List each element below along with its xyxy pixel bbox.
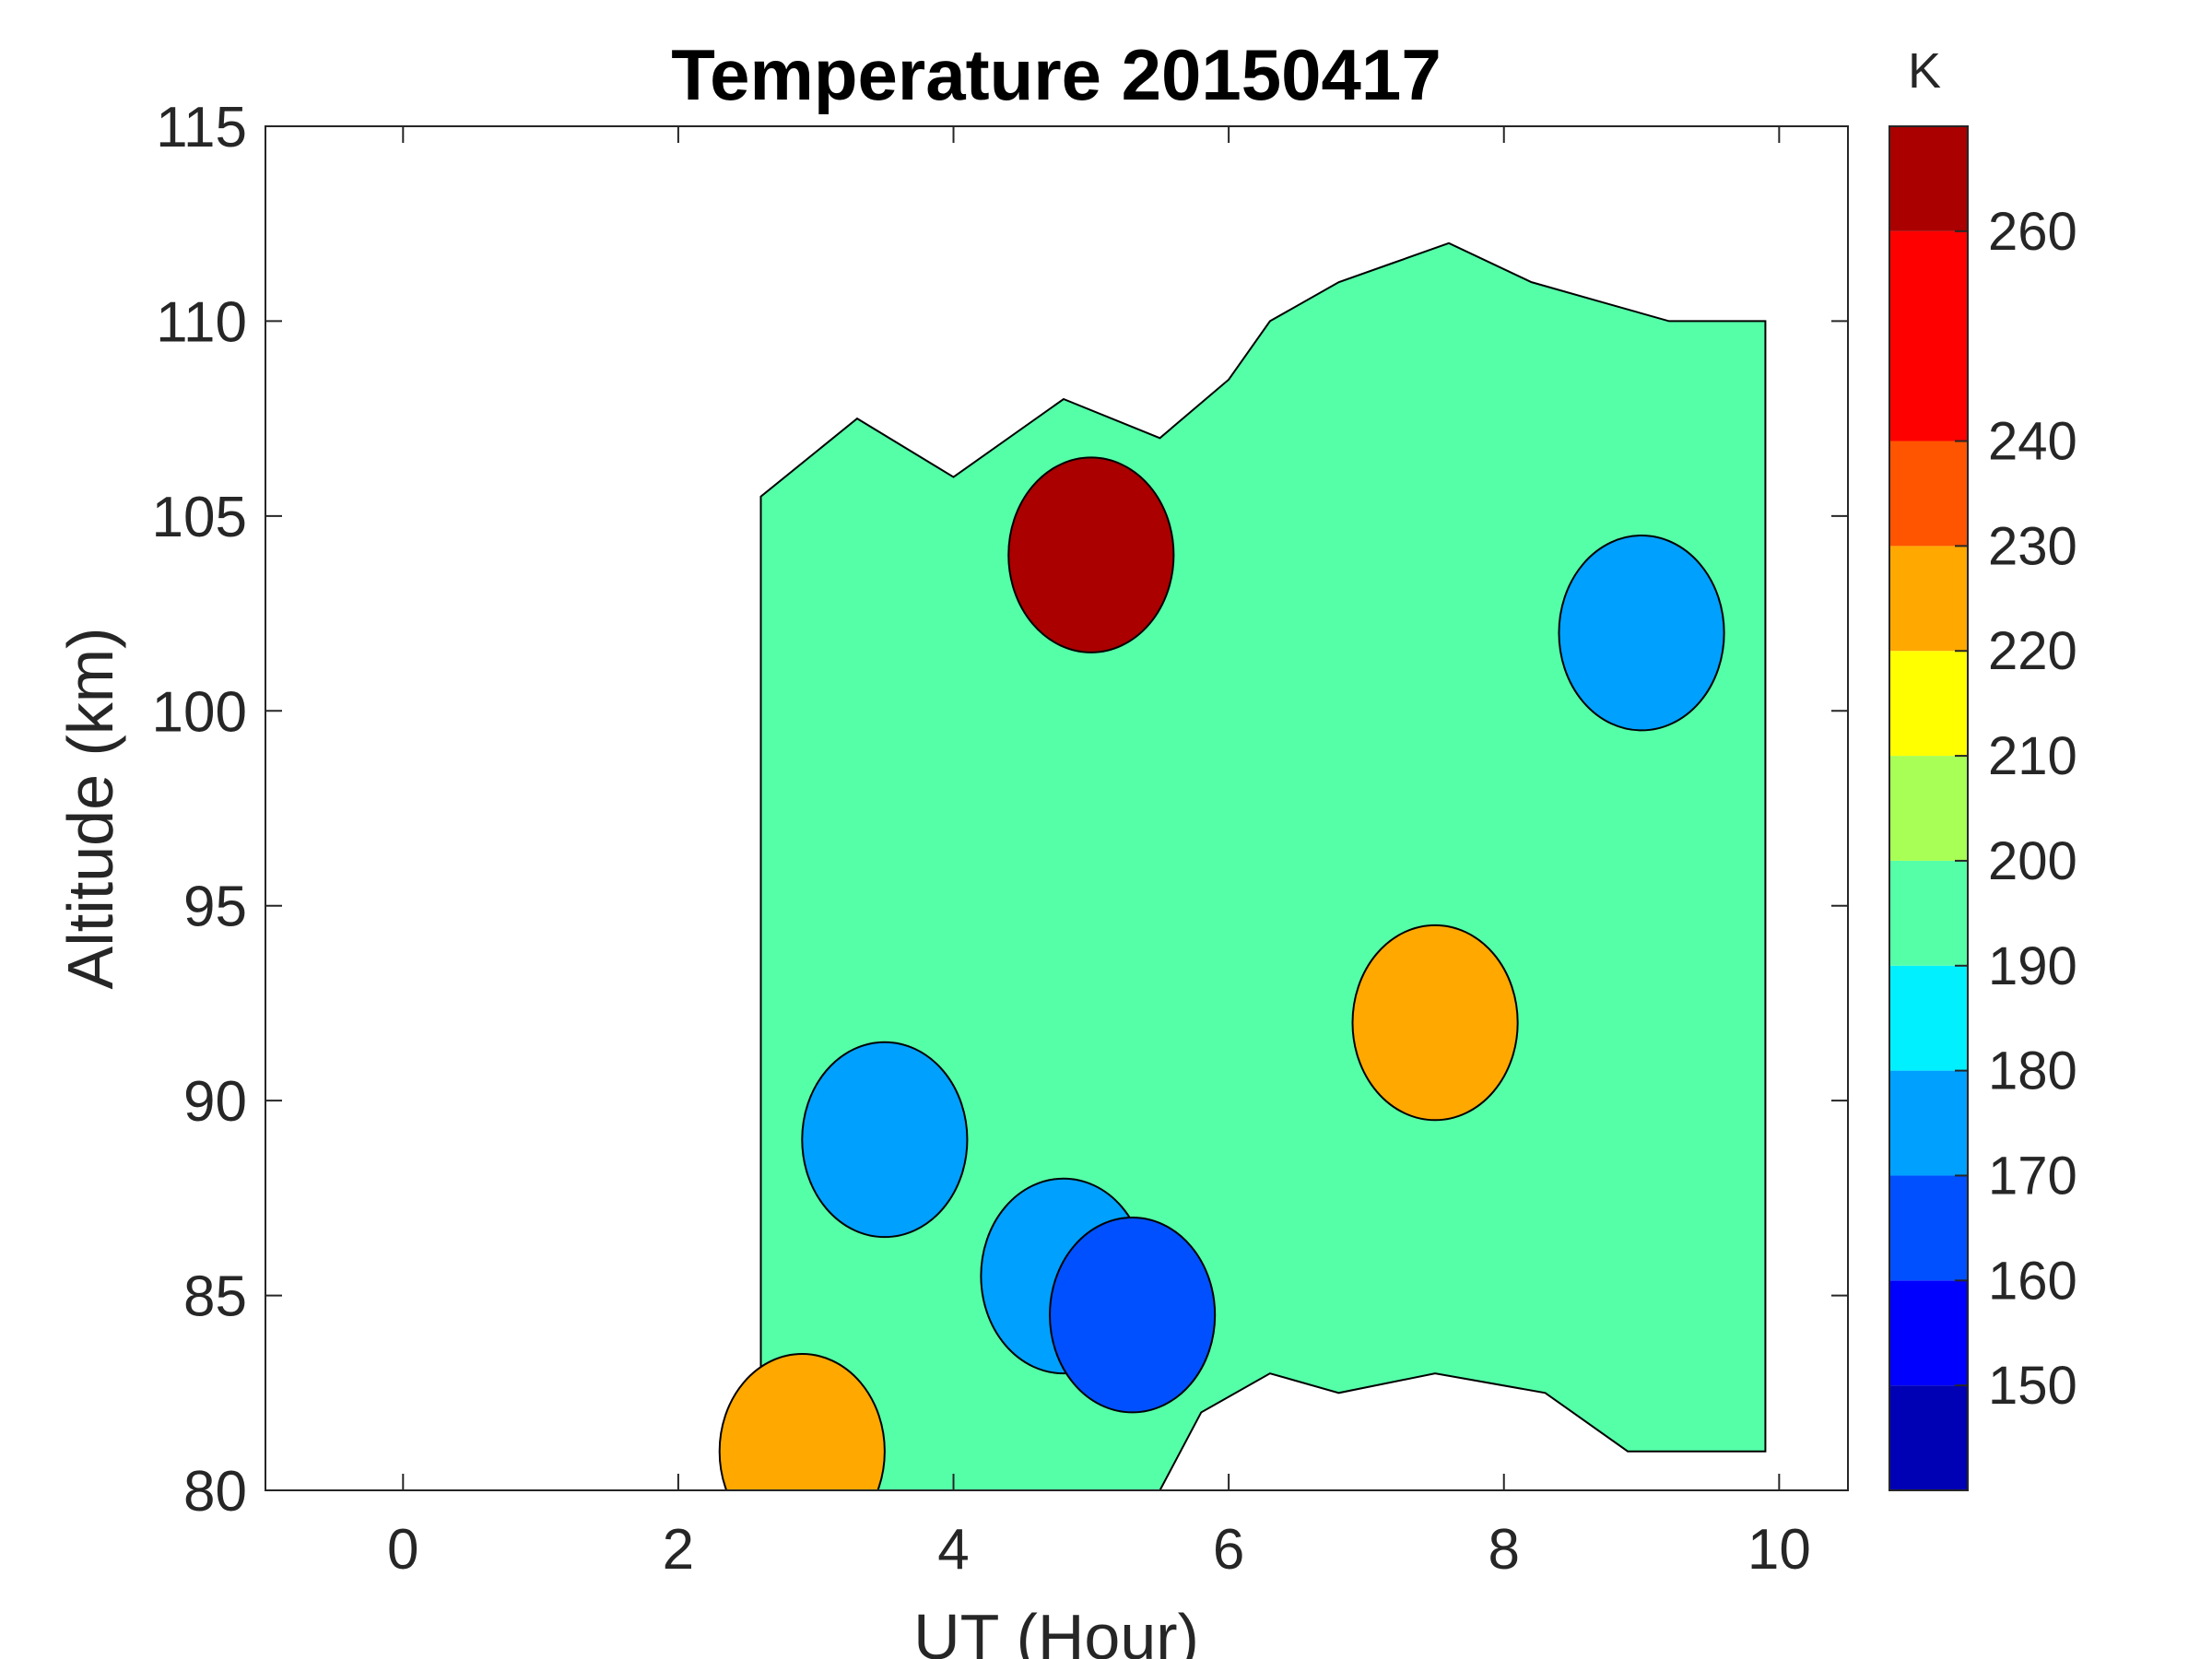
- x-axis-label: UT (Hour): [913, 1601, 1199, 1659]
- colorbar-segment: [1889, 126, 1968, 231]
- colorbar: 150 160 170 180 190 200 210 220 230 240 260: [1888, 125, 2077, 1491]
- x-axis: 0 2 4 6 8 10: [387, 126, 1811, 1582]
- colorbar-segment: [1889, 1280, 1968, 1386]
- feature-patch: [801, 1041, 969, 1239]
- feature-patch: [1049, 1217, 1217, 1414]
- y-tick-label: 105: [152, 486, 247, 549]
- y-tick-label: 90: [183, 1070, 247, 1134]
- colorbar-segment: [1889, 860, 1968, 966]
- colorbar-segment: [1889, 230, 1968, 441]
- feature-patch: [1007, 456, 1175, 653]
- y-tick-label: 110: [156, 290, 247, 354]
- colorbar-tick-label: 240: [1988, 412, 2077, 472]
- x-tick-label: 8: [1488, 1518, 1519, 1582]
- colorbar-segment: [1889, 651, 1968, 757]
- feature-patch: [1351, 924, 1519, 1122]
- temperature-features: [718, 456, 1725, 1490]
- axes-box: [265, 125, 1849, 1491]
- colorbar-tick-label: 160: [1988, 1251, 2077, 1311]
- colorbar-unit: K: [1908, 43, 1941, 99]
- y-tick-label: 80: [183, 1460, 247, 1524]
- colorbar-tick-label: 200: [1988, 831, 2077, 891]
- colorbar-tick-label: 150: [1988, 1356, 2077, 1416]
- x-tick-label: 4: [937, 1518, 969, 1582]
- x-tick-label: 6: [1213, 1518, 1244, 1582]
- colorbar-segment: [1889, 1175, 1968, 1281]
- plot-area: [265, 126, 1848, 1490]
- colorbar-segment: [1889, 441, 1968, 547]
- colorbar-segment: [1889, 965, 1968, 1071]
- colorbar-segment: [1889, 1070, 1968, 1176]
- colorbar-tick-label: 210: [1988, 726, 2077, 786]
- colorbar-tick-label: 220: [1988, 621, 2077, 681]
- feature-patch: [1558, 535, 1725, 732]
- x-tick-label: 2: [663, 1518, 694, 1582]
- colorbar-tick-label: 170: [1988, 1146, 2077, 1206]
- colorbar-tick-label: 180: [1988, 1041, 2077, 1101]
- colorbar-tick-label: 190: [1988, 936, 2077, 996]
- colorbar-segment: [1889, 756, 1968, 861]
- colorbar-frame: [1888, 125, 1969, 1491]
- y-tick-label: 115: [156, 96, 247, 159]
- colorbar-segment: [1889, 546, 1968, 652]
- y-tick-label: 85: [183, 1265, 247, 1329]
- y-tick-label: 95: [183, 876, 247, 939]
- feature-patch: [718, 1353, 886, 1490]
- x-tick-label: 0: [387, 1518, 418, 1582]
- x-tick-label: 10: [1747, 1518, 1811, 1582]
- chart-title: Temperature 20150417: [671, 34, 1441, 115]
- colorbar-tick-label: 260: [1988, 202, 2077, 262]
- y-axis-label: Altitude (km): [54, 628, 126, 990]
- y-tick-label: 100: [152, 680, 247, 744]
- colorbar-tick-label: 230: [1988, 516, 2077, 576]
- colorbar-segment: [1889, 1385, 1968, 1490]
- y-axis: 80 85 90 95 100 105 110 115: [152, 96, 1848, 1524]
